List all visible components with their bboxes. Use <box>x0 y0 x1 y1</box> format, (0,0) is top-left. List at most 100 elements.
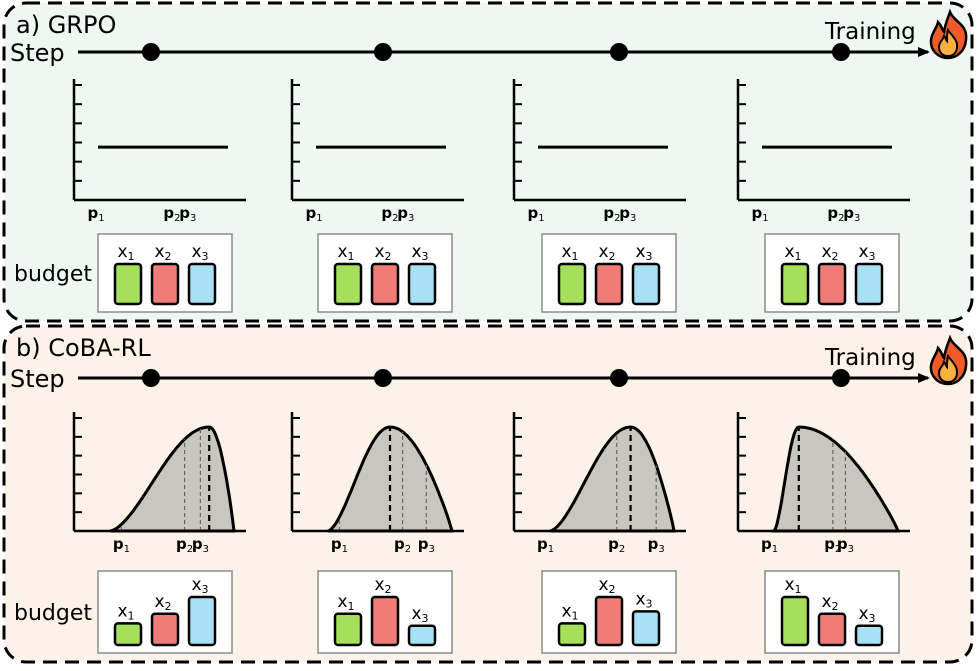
point-label-p3: p3 <box>837 535 854 555</box>
step-marker-4 <box>832 369 850 387</box>
bar-label-x2-sub: 2 <box>609 250 616 263</box>
bar-label-x2-base: x <box>821 242 831 262</box>
point-label-p2: p2 <box>163 204 180 224</box>
step-label: Step <box>10 365 65 393</box>
point-label-p3-base: p <box>619 204 630 222</box>
point-label-p2-base: p <box>163 204 174 222</box>
bar-label-x2: x2 <box>154 242 171 263</box>
bar-label-x3-base: x <box>191 242 201 262</box>
point-label-p2-sub: 2 <box>614 213 620 224</box>
point-label-p1-base: p <box>761 535 772 553</box>
point-label-p2-sub: 2 <box>838 213 844 224</box>
point-label-p3-base: p <box>648 535 659 553</box>
budget-label: budget <box>14 601 92 626</box>
bar-label-x3: x3 <box>635 589 652 610</box>
bar-label-x2-sub: 2 <box>165 600 172 613</box>
bar-label-x3-base: x <box>635 242 645 262</box>
bar-label-x3: x3 <box>635 242 652 263</box>
bar-label-x1: x1 <box>784 242 801 263</box>
bar-label-x1-base: x <box>117 601 127 621</box>
bar-label-x3: x3 <box>411 604 428 625</box>
budget-bar-x2 <box>817 262 847 306</box>
point-label-p1-sub: 1 <box>538 213 544 224</box>
bar-label-x3: x3 <box>858 604 875 625</box>
bar-label-x2-base: x <box>598 242 608 262</box>
point-label-p3-sub: 3 <box>848 544 854 555</box>
bar-label-x3-sub: 3 <box>869 250 876 263</box>
bar-label-x2-sub: 2 <box>385 250 392 263</box>
bar-label-x2-base: x <box>154 242 164 262</box>
point-label-p1-sub: 1 <box>316 213 322 224</box>
point-label-p2-base: p <box>608 535 619 553</box>
budget-bar-x3 <box>854 262 884 306</box>
bar-label-x2-sub: 2 <box>609 583 616 596</box>
bar-label-x1-base: x <box>117 242 127 262</box>
bar-label-x2: x2 <box>374 242 391 263</box>
point-label-p1-base: p <box>752 204 763 222</box>
bar-label-x3-base: x <box>191 575 201 595</box>
point-label-p1: p1 <box>528 204 545 224</box>
bar-label-x1-sub: 1 <box>795 583 802 596</box>
bar-label-x2-sub: 2 <box>832 250 839 263</box>
point-label-p2-base: p <box>827 204 838 222</box>
budget-bar-x3 <box>407 624 437 647</box>
point-label-p3: p3 <box>418 535 435 555</box>
point-label-p3-base: p <box>397 204 408 222</box>
bar-label-x1: x1 <box>337 592 354 613</box>
point-label-p2-sub: 2 <box>187 544 193 555</box>
point-label-p2-sub: 2 <box>174 213 180 224</box>
bar-label-x1-sub: 1 <box>795 250 802 263</box>
point-label-p2-base: p <box>381 204 392 222</box>
fire-icon <box>929 8 968 60</box>
step-label: Step <box>10 39 65 67</box>
bar-label-x3-sub: 3 <box>422 612 429 625</box>
training-label: Training <box>824 345 916 371</box>
point-label-p3-sub: 3 <box>854 213 860 224</box>
budget-bar-x3 <box>631 610 661 647</box>
point-label-p1-base: p <box>528 204 539 222</box>
budget-bar-x3 <box>187 262 217 306</box>
bar-label-x1-base: x <box>784 575 794 595</box>
bar-label-x2-sub: 2 <box>385 583 392 596</box>
bar-label-x2-base: x <box>598 575 608 595</box>
panel-b-title: b) CoBA-RL <box>16 334 151 362</box>
bar-label-x1-sub: 1 <box>348 250 355 263</box>
step-marker-1 <box>142 43 160 61</box>
budget-bar-x1 <box>333 612 363 647</box>
panel-a-title: a) GRPO <box>16 11 116 39</box>
point-label-p1-base: p <box>113 535 124 553</box>
bar-label-x1-base: x <box>784 242 794 262</box>
point-label-p1-base: p <box>537 535 548 553</box>
bar-label-x2: x2 <box>154 592 171 613</box>
point-label-p1: p1 <box>761 535 778 555</box>
bar-label-x1-sub: 1 <box>128 609 135 622</box>
bar-label-x3: x3 <box>858 242 875 263</box>
bar-label-x1-base: x <box>561 242 571 262</box>
bar-label-x1: x1 <box>561 242 578 263</box>
bar-label-x3-base: x <box>411 604 421 624</box>
bar-label-x2: x2 <box>598 575 615 596</box>
bar-label-x2: x2 <box>821 242 838 263</box>
budget-bar-x3 <box>854 624 884 647</box>
budget-bar-x3 <box>407 262 437 306</box>
point-label-p1-base: p <box>331 535 342 553</box>
point-label-p1-sub: 1 <box>98 213 104 224</box>
bar-label-x1: x1 <box>117 242 134 263</box>
bar-label-x3-sub: 3 <box>646 250 653 263</box>
point-label-p1: p1 <box>752 204 769 224</box>
panel-b-frame <box>2 324 974 664</box>
budget-bar-x2 <box>370 595 400 647</box>
point-label-p2-base: p <box>603 204 614 222</box>
bar-label-x1-sub: 1 <box>572 250 579 263</box>
